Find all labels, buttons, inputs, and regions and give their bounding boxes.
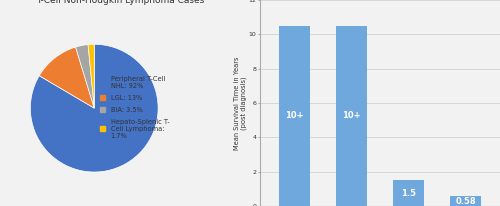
Y-axis label: Mean Survival Time in Years
(post diagnosis): Mean Survival Time in Years (post diagno… bbox=[234, 56, 247, 150]
Bar bbox=[450, 196, 482, 206]
Bar bbox=[336, 26, 367, 206]
Bar bbox=[393, 180, 424, 206]
Text: 10+: 10+ bbox=[285, 111, 304, 120]
Wedge shape bbox=[40, 47, 94, 108]
Wedge shape bbox=[88, 44, 94, 108]
Text: 10+: 10+ bbox=[342, 111, 360, 120]
Legend: Peripheral T-Cell
NHL: 92%, LGL: 13%, BIA: 3.5%, Hepato-Splenic T-
Cell Lymphoma: Peripheral T-Cell NHL: 92%, LGL: 13%, BI… bbox=[98, 74, 170, 140]
Text: 1.5: 1.5 bbox=[401, 189, 416, 198]
Wedge shape bbox=[30, 44, 158, 172]
Wedge shape bbox=[76, 44, 94, 108]
Title: T-Cell Non-Hodgkin Lymphoma Cases: T-Cell Non-Hodgkin Lymphoma Cases bbox=[36, 0, 204, 5]
Bar bbox=[278, 26, 310, 206]
Text: 0.58: 0.58 bbox=[456, 197, 476, 206]
